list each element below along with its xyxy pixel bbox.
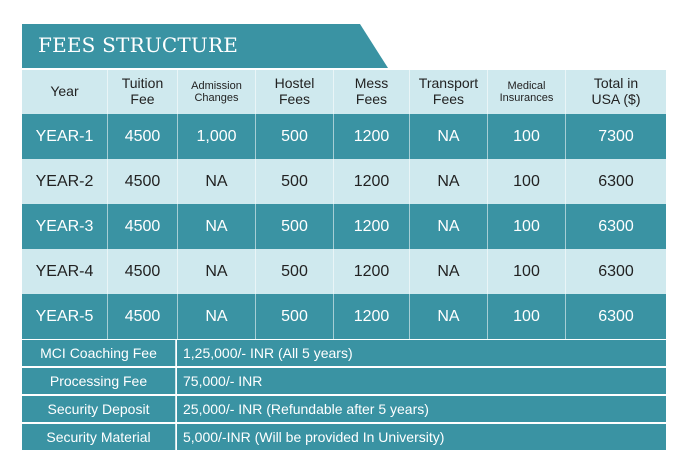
table-row: YEAR-1 4500 1,000 500 1200 NA 100 7300 [22, 114, 666, 159]
cell-tuition-fee: 4500 [108, 294, 178, 339]
cell-tuition-fee: 4500 [108, 159, 178, 204]
cell-year: YEAR-1 [22, 114, 108, 159]
table-row: YEAR-2 4500 NA 500 1200 NA 100 6300 [22, 159, 666, 204]
fee-row: Security Deposit 25,000/- INR (Refundable… [22, 396, 666, 422]
cell-tuition-fee: 4500 [108, 249, 178, 294]
header-transport-fees: Transport Fees [410, 70, 488, 114]
cell-total-usd: 6300 [598, 307, 634, 325]
cell-mess-fees: 1200 [334, 294, 410, 339]
table-row: YEAR-5 4500 NA 500 1200 NA 100 6300 [22, 294, 666, 339]
cell-total-usd: 6300 [598, 217, 634, 235]
cell-mess-fees: 1200 [334, 204, 410, 249]
cell-admission-changes: 1,000 [178, 114, 256, 159]
cell-hostel-fees: 500 [256, 114, 334, 159]
fee-row: MCI Coaching Fee 1,25,000/- INR (All 5 ye… [22, 340, 666, 366]
cell-admission-changes: NA [178, 249, 256, 294]
cell-mess-fees: 1200 [334, 249, 410, 294]
cell-transport-fees: NA [410, 159, 488, 204]
table-row: YEAR-4 4500 NA 500 1200 NA 100 6300 [22, 249, 666, 294]
cell-medical-insurances: 100 [488, 159, 566, 204]
cell-year: YEAR-3 [22, 204, 108, 249]
header-tuition-fee: Tuition Fee [108, 70, 178, 114]
fee-row: Processing Fee 75,000/- INR [22, 368, 666, 394]
cell-hostel-fees: 500 [256, 249, 334, 294]
header-total-usd: Total in USA ($) [591, 75, 641, 107]
fee-value: 1,25,000/- INR (All 5 years) [177, 340, 666, 366]
cell-medical-insurances: 100 [488, 204, 566, 249]
cell-hostel-fees: 500 [256, 204, 334, 249]
cell-total-usd: 6300 [598, 262, 634, 280]
header-admission-changes: Admission Changes [178, 70, 256, 114]
table-row: YEAR-3 4500 NA 500 1200 NA 100 6300 [22, 204, 666, 249]
fee-value: 75,000/- INR [177, 368, 666, 394]
cell-hostel-fees: 500 [256, 294, 334, 339]
fee-label: Security Material [22, 424, 176, 450]
cell-medical-insurances: 100 [488, 249, 566, 294]
table-header-row: Year Tuition Fee Admission Changes Hostel F… [22, 70, 666, 114]
title-banner [22, 24, 388, 68]
cell-transport-fees: NA [410, 204, 488, 249]
cell-transport-fees: NA [410, 114, 488, 159]
fee-row: Security Material 5,000/-INR (Will be pro… [22, 424, 666, 450]
fee-label: MCI Coaching Fee [22, 340, 176, 366]
cell-total-usd: 7300 [598, 127, 634, 145]
header-hostel-fees: Hostel Fees [256, 70, 334, 114]
header-mess-fees: Mess Fees [334, 70, 410, 114]
cell-transport-fees: NA [410, 294, 488, 339]
cell-tuition-fee: 4500 [108, 114, 178, 159]
header-year: Year [22, 70, 108, 114]
cell-hostel-fees: 500 [256, 159, 334, 204]
cell-tuition-fee: 4500 [108, 204, 178, 249]
fee-label: Processing Fee [22, 368, 176, 394]
fee-value: 25,000/- INR (Refundable after 5 years) [177, 396, 666, 422]
cell-year: YEAR-5 [22, 294, 108, 339]
cell-transport-fees: NA [410, 249, 488, 294]
fee-value: 5,000/-INR (Will be provided In Universi… [177, 424, 666, 450]
cell-total-usd: 6300 [598, 172, 634, 190]
cell-medical-insurances: 100 [488, 294, 566, 339]
fee-label: Security Deposit [22, 396, 176, 422]
cell-admission-changes: NA [178, 159, 256, 204]
cell-mess-fees: 1200 [334, 114, 410, 159]
cell-mess-fees: 1200 [334, 159, 410, 204]
header-medical-insurances: Medical Insurances [488, 70, 566, 114]
cell-medical-insurances: 100 [488, 114, 566, 159]
cell-admission-changes: NA [178, 294, 256, 339]
cell-year: YEAR-2 [22, 159, 108, 204]
cell-year: YEAR-4 [22, 249, 108, 294]
page-title: FEES STRUCTURE [38, 33, 239, 57]
cell-admission-changes: NA [178, 204, 256, 249]
